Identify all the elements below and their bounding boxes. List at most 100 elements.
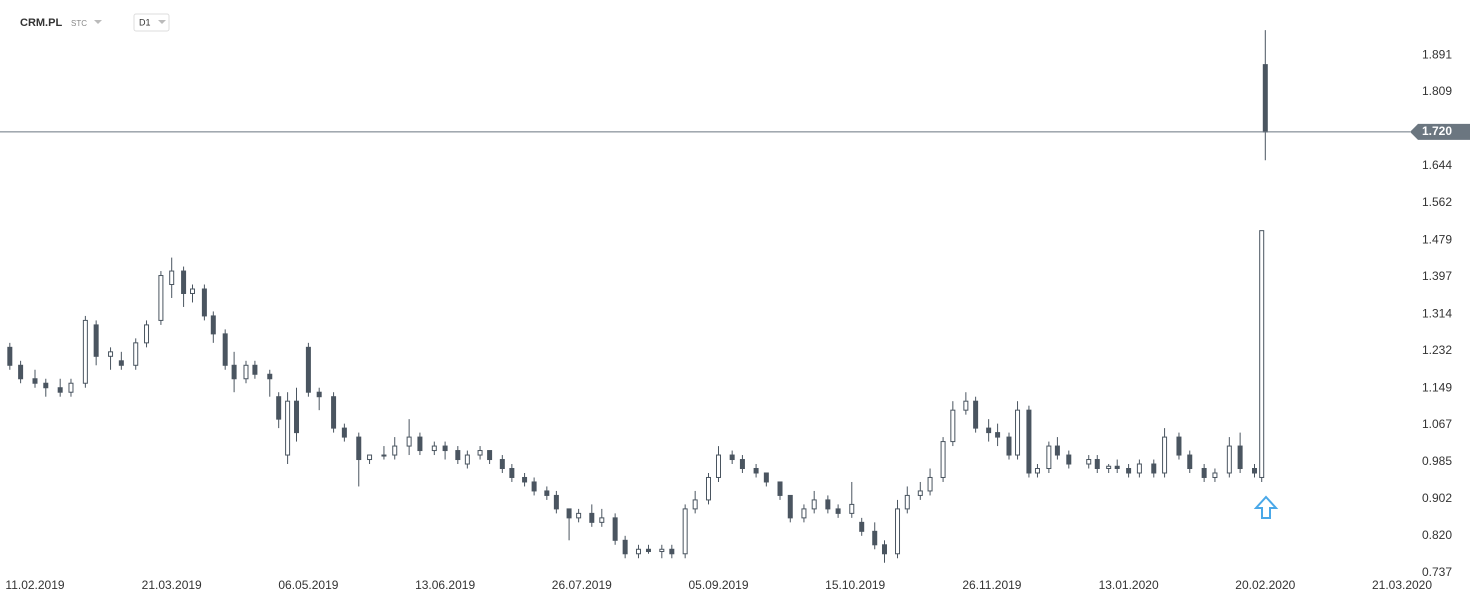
candle-body — [190, 288, 196, 294]
candle-body — [108, 351, 114, 357]
y-tick-label: 1.397 — [1422, 269, 1452, 283]
candle-body — [442, 445, 448, 452]
candle-body — [93, 324, 99, 357]
current-price-tag — [1410, 123, 1470, 140]
candle-body — [849, 503, 855, 514]
candle-body — [801, 508, 807, 519]
x-tick-label: 11.02.2019 — [5, 578, 64, 592]
x-tick-label: 20.02.2020 — [1235, 578, 1295, 592]
candle-body — [477, 450, 483, 456]
candle-body — [158, 275, 164, 321]
candle-body — [566, 508, 572, 519]
y-tick-label: 1.067 — [1422, 417, 1452, 431]
candle-body — [622, 539, 628, 555]
candle-body — [1187, 454, 1193, 470]
candle-body — [1259, 230, 1265, 478]
candle-body — [917, 490, 923, 496]
x-tick-label: 05.09.2019 — [688, 578, 748, 592]
candle-body — [881, 544, 887, 555]
x-tick-label: 15.10.2019 — [825, 578, 885, 592]
candle-body — [82, 319, 88, 384]
candle-body — [1066, 454, 1072, 465]
candle-body — [1094, 459, 1100, 470]
candle-body — [509, 468, 515, 478]
candle-body — [252, 364, 258, 375]
candle-body — [986, 427, 992, 434]
candle-body — [169, 270, 175, 286]
candle-body — [950, 409, 956, 443]
candle-body — [181, 270, 187, 294]
y-tick-label: 0.737 — [1422, 565, 1452, 579]
candle-body — [859, 521, 865, 532]
candle-body — [787, 494, 793, 519]
x-tick-label: 26.11.2019 — [962, 578, 1021, 592]
x-tick-label: 21.03.2019 — [142, 578, 202, 592]
y-tick-label: 1.149 — [1422, 380, 1452, 394]
candle-body — [210, 315, 216, 335]
interval-selector[interactable] — [133, 13, 170, 32]
candle-body — [487, 450, 493, 461]
candle-body — [1046, 445, 1052, 470]
current-price-label: 1.720 — [1422, 124, 1452, 138]
candle-body — [1201, 468, 1207, 478]
candle-body — [522, 476, 528, 483]
candle-body — [1262, 64, 1268, 133]
candle-body — [57, 387, 63, 393]
candle-body — [1226, 445, 1232, 474]
candle-body — [645, 548, 651, 553]
candle-body — [1114, 465, 1120, 470]
candle-body — [1026, 409, 1032, 474]
candle-body — [531, 481, 537, 492]
candle-body — [464, 454, 470, 465]
candle-body — [356, 436, 362, 461]
signal-arrow — [1253, 495, 1279, 519]
y-tick-label: 1.809 — [1422, 84, 1452, 98]
candle-body — [118, 360, 124, 366]
candle-body — [1176, 436, 1182, 456]
interval-dropdown — [158, 20, 166, 24]
x-tick-label: 06.05.2019 — [278, 578, 338, 592]
x-tick-label: 13.01.2020 — [1099, 578, 1159, 592]
candle-body — [1136, 463, 1142, 474]
candle-body — [1126, 468, 1132, 474]
x-tick-label: 13.06.2019 — [415, 578, 475, 592]
candle-body — [729, 454, 735, 461]
candle-body — [294, 400, 300, 434]
candle-body — [341, 427, 347, 438]
symbol: CRM.PL — [20, 17, 62, 29]
candle-body — [669, 548, 675, 555]
candle-body — [753, 468, 759, 474]
candle-body — [381, 454, 387, 457]
y-tick-label: 0.820 — [1422, 528, 1452, 542]
candle-body — [589, 512, 595, 523]
candle-body — [927, 476, 933, 492]
candle-body — [940, 441, 946, 478]
candle-body — [1054, 445, 1060, 456]
candle-body — [659, 548, 665, 553]
candle-body — [499, 459, 505, 470]
y-tick-label: 1.562 — [1422, 195, 1452, 209]
candle-body — [201, 288, 207, 317]
candle-body — [682, 508, 688, 555]
candle-body — [835, 508, 841, 514]
candle-body — [417, 436, 423, 452]
y-tick-label: 1.891 — [1422, 47, 1452, 61]
candle-body — [576, 512, 582, 519]
candle-body — [1162, 436, 1168, 474]
candle-body — [544, 490, 550, 496]
candle-body — [599, 517, 605, 523]
market-dropdown[interactable] — [94, 20, 102, 24]
candle-body — [276, 396, 282, 420]
candle-body — [895, 508, 901, 555]
candle-body — [7, 346, 13, 366]
candle-body — [1015, 409, 1021, 456]
candle-body — [612, 517, 618, 541]
y-tick-label: 1.479 — [1422, 232, 1452, 246]
candle-body — [431, 445, 437, 452]
candle-body — [635, 548, 641, 555]
candle-body — [692, 499, 698, 510]
y-tick-label: 1.314 — [1422, 306, 1452, 320]
y-tick-label: 0.985 — [1422, 454, 1452, 468]
market: STC — [71, 19, 87, 28]
candle-body — [739, 459, 745, 470]
